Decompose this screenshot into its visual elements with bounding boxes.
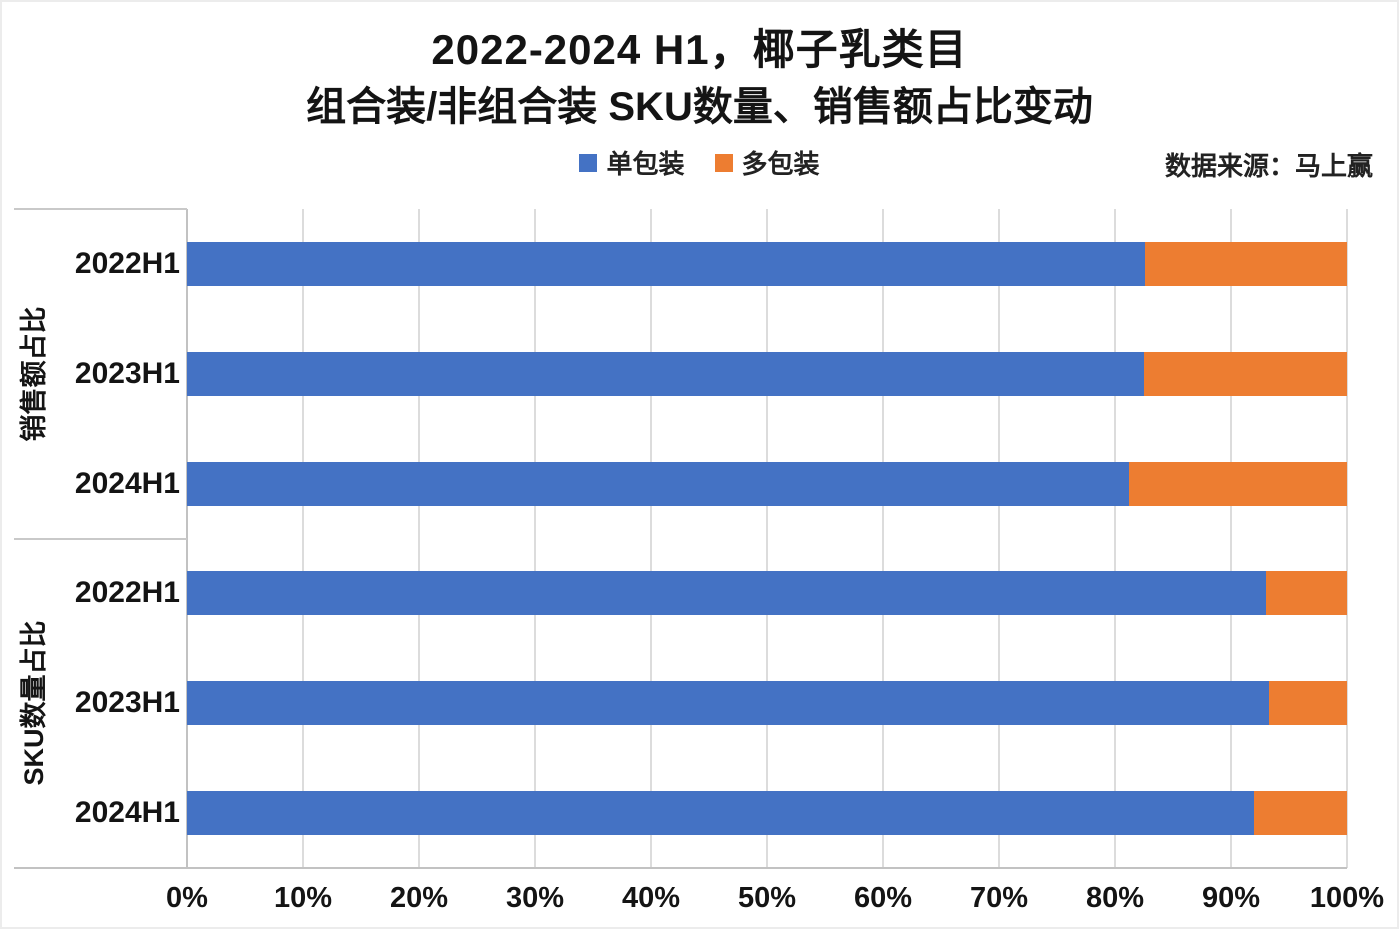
legend-item-label: 单包装 xyxy=(606,149,685,179)
category-label: 2022H1 xyxy=(74,576,180,610)
gridline xyxy=(766,209,768,868)
gridline xyxy=(1346,209,1348,868)
x-axis-tick-label: 60% xyxy=(853,882,913,914)
data-source-label: 数据来源：马上赢 xyxy=(1164,151,1373,181)
x-axis-tick-label: 70% xyxy=(969,882,1029,914)
x-axis-tick-label: 80% xyxy=(1085,882,1145,914)
bar-segment-多包装 xyxy=(1144,351,1347,396)
bar-segment-单包装 xyxy=(187,351,1144,396)
bar-segment-多包装 xyxy=(1254,791,1347,836)
gridline xyxy=(650,209,652,868)
legend-item-label: 多包装 xyxy=(741,149,820,179)
category-group-separator-line xyxy=(14,537,187,540)
bar-销售额占比-2023H1 xyxy=(187,351,1347,396)
gridline xyxy=(534,209,536,868)
bar-销售额占比-2024H1 xyxy=(187,461,1347,506)
x-axis-tick-label: 10% xyxy=(273,882,333,914)
x-axis-tick-label: 30% xyxy=(505,882,565,914)
legend-item-single-pack: 单包装 xyxy=(579,144,685,181)
bar-segment-单包装 xyxy=(187,791,1255,836)
x-axis-tick-label: 50% xyxy=(737,882,797,914)
chart-title-line-1: 2022-2024 H1，椰子乳类目 xyxy=(431,26,968,73)
gridline xyxy=(998,209,1000,868)
bar-SKU数量占比-2024H1 xyxy=(187,791,1347,836)
bar-销售额占比-2022H1 xyxy=(187,241,1347,286)
category-label: 2023H1 xyxy=(74,356,180,390)
x-axis-tick-label: 40% xyxy=(621,882,681,914)
gridline xyxy=(302,209,304,868)
bar-SKU数量占比-2023H1 xyxy=(187,681,1347,726)
gridline xyxy=(1230,209,1232,868)
category-label: 2024H1 xyxy=(74,796,180,830)
y-axis-line xyxy=(186,209,188,868)
x-axis-line xyxy=(14,867,1347,869)
axis-group-label: 销售额占比 xyxy=(19,306,49,442)
legend-swatch-icon xyxy=(579,153,598,172)
gridline xyxy=(882,209,884,868)
x-axis-tick-label: 90% xyxy=(1201,882,1261,914)
category-label: 2024H1 xyxy=(74,466,180,500)
gridline xyxy=(418,209,420,868)
bar-segment-单包装 xyxy=(187,241,1146,286)
bar-segment-多包装 xyxy=(1145,241,1347,286)
category-label: 2023H1 xyxy=(74,686,180,720)
x-axis-tick-label: 0% xyxy=(166,882,208,914)
bar-segment-多包装 xyxy=(1128,461,1347,506)
x-axis-tick-label: 20% xyxy=(389,882,449,914)
legend-item-multi-pack: 多包装 xyxy=(714,144,820,181)
bar-segment-单包装 xyxy=(187,461,1129,506)
gridline xyxy=(1114,209,1116,868)
bar-segment-多包装 xyxy=(1269,681,1347,726)
axis-group-label: SKU数量占比 xyxy=(19,620,49,786)
bar-segment-多包装 xyxy=(1265,571,1347,616)
chart-title-line-2: 组合装/非组合装 SKU数量、销售额占比变动 xyxy=(306,85,1093,129)
bar-segment-单包装 xyxy=(187,681,1270,726)
legend: 单包装 多包装 xyxy=(2,144,1397,181)
bar-SKU数量占比-2022H1 xyxy=(187,571,1347,616)
category-group-separator-line xyxy=(14,208,187,210)
bar-segment-单包装 xyxy=(187,571,1266,616)
legend-swatch-icon xyxy=(714,153,733,172)
x-axis-tick-label: 100% xyxy=(1309,882,1385,914)
category-label: 2022H1 xyxy=(74,246,180,280)
